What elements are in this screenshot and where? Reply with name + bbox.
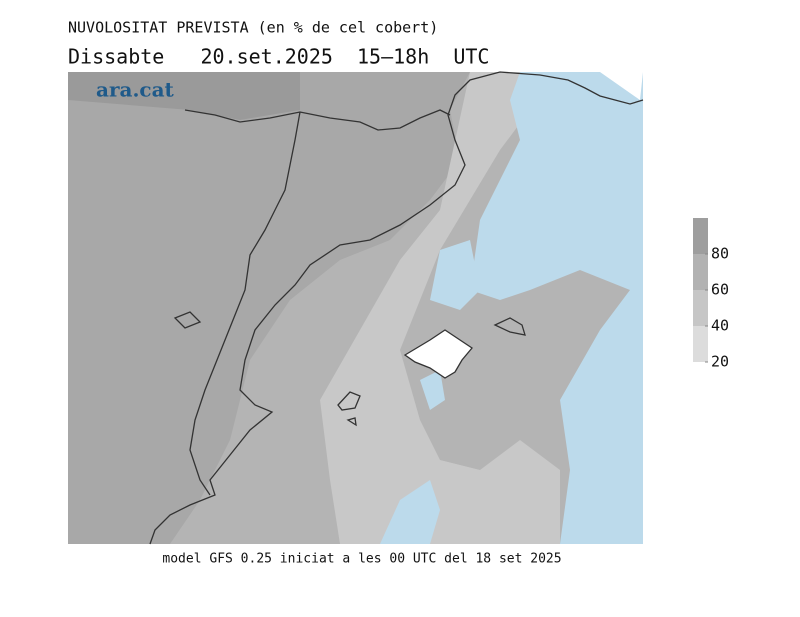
colorbar-tick-label: 80	[711, 245, 729, 263]
sea	[380, 480, 440, 544]
mallorca	[403, 329, 473, 379]
colorbar-tick-label: 40	[711, 317, 729, 335]
border	[173, 311, 202, 329]
footer: model GFS 0.25 iniciat a les 00 UTC del …	[162, 552, 561, 567]
cloud-region	[68, 72, 300, 120]
subtitle: Dissabte 20.set.2025 15–18h UTC	[68, 45, 489, 69]
outside	[470, 72, 643, 100]
title: NUVOLOSITAT PREVISTA (en % de cel cobert…	[68, 19, 438, 37]
sea	[430, 240, 480, 310]
sea	[470, 72, 643, 544]
colorbar-band	[693, 254, 708, 290]
cloud-region	[320, 72, 560, 544]
colorbar-band	[693, 290, 708, 326]
colorbar-tick-label: 60	[711, 281, 729, 299]
colorbar: 20 40 60 80	[693, 218, 729, 371]
sea	[420, 370, 445, 410]
cloud-region	[68, 72, 470, 544]
eivissa	[337, 391, 361, 427]
border	[189, 111, 301, 496]
logo: ara.cat	[96, 78, 175, 102]
coastline	[149, 71, 644, 545]
menorca	[493, 317, 526, 336]
border	[184, 109, 451, 131]
colorbar-band	[693, 218, 708, 254]
colorbar-tick-label: 20	[711, 353, 729, 371]
colorbar-band	[693, 326, 708, 362]
map: ara.cat	[68, 71, 644, 545]
